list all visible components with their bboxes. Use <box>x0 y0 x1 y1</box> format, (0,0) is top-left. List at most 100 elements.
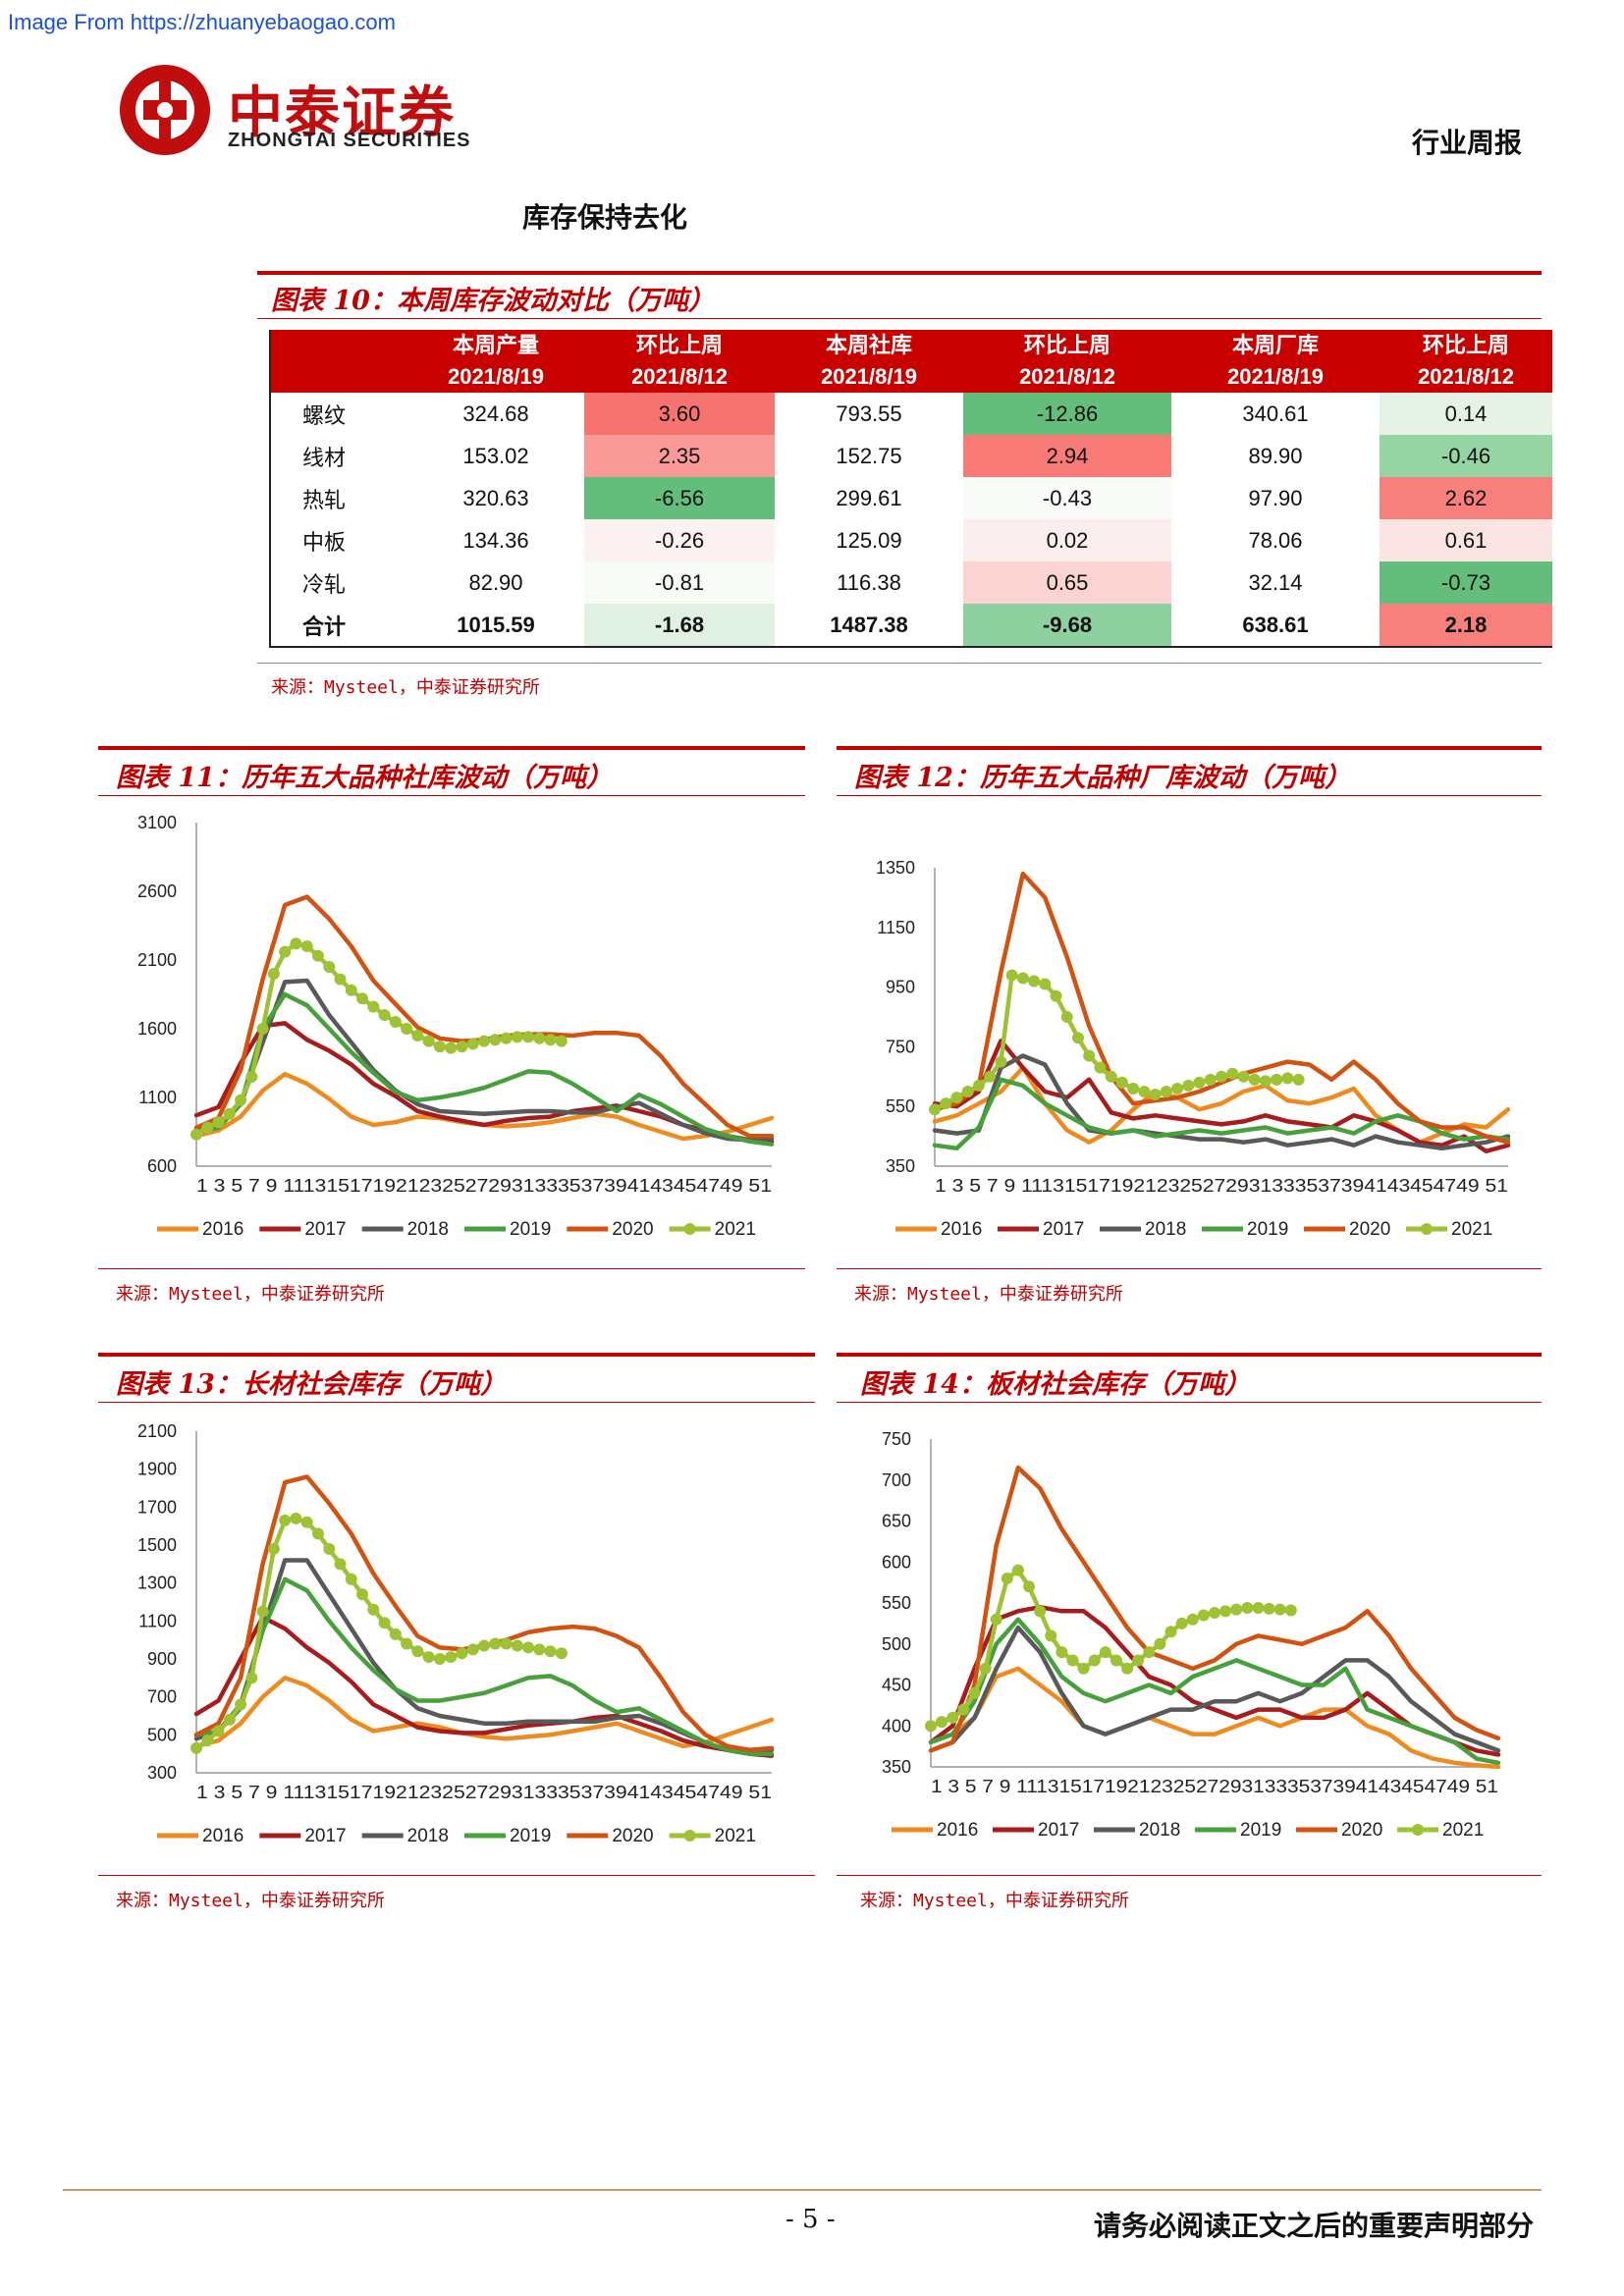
series-point-2021 <box>995 1055 1007 1068</box>
y-tick-label: 350 <box>886 1156 915 1176</box>
series-point-2021 <box>1094 1061 1107 1074</box>
legend-label: 2021 <box>715 1826 756 1846</box>
legend-label: 2019 <box>510 1826 551 1846</box>
table-cell: 153.02 <box>462 443 529 468</box>
series-point-2021 <box>201 1735 214 1747</box>
legend-label: 2019 <box>1240 1820 1281 1841</box>
table-header-row: 本周产量 2021/8/19 环比上周 2021/8/12 本周社库 2021/8/19 环… <box>270 330 1552 393</box>
x-tick-labels: 1 3 5 7 9 111315171921232527293133353739… <box>196 1783 772 1802</box>
legend-label: 2016 <box>941 1219 982 1240</box>
y-tick-label: 450 <box>882 1676 911 1695</box>
series-point-2021 <box>979 1662 992 1675</box>
report-type-label: 行业周报 <box>1411 127 1522 159</box>
series-point-2021 <box>1197 1609 1210 1622</box>
series-point-2021 <box>522 1031 535 1043</box>
legend-marker <box>683 1830 696 1842</box>
series-point-2021 <box>478 1035 490 1047</box>
table-cell: 2.94 <box>963 435 1171 477</box>
legend-label: 2020 <box>1341 1820 1382 1841</box>
chart-title: 图表 13：长材社会库存（万吨） <box>116 1369 507 1400</box>
y-tick-label: 750 <box>886 1037 915 1056</box>
header-label: 环比上周 <box>1422 333 1509 357</box>
series-point-2021 <box>533 1643 546 1656</box>
y-tick-label: 350 <box>882 1757 911 1777</box>
series-point-2021 <box>1138 1086 1151 1097</box>
table-cell: 0.14 <box>1380 393 1552 435</box>
series-point-2021 <box>1154 1637 1166 1650</box>
y-tick-label: 700 <box>882 1470 911 1490</box>
header-date: 2021/8/19 <box>821 364 917 389</box>
series-point-2021 <box>345 1573 357 1585</box>
table-cell: 340.61 <box>1242 400 1309 426</box>
series-point-2021 <box>925 1720 937 1733</box>
legend-label: 2016 <box>202 1219 244 1240</box>
table-cell: -0.73 <box>1380 561 1552 604</box>
table-cell: 299.61 <box>836 485 902 510</box>
table-cell: 3.60 <box>584 393 775 435</box>
series-point-2021 <box>422 1651 435 1664</box>
chart-area: 300 500 700 900 1100 1300 1500 1700 1900 2100 1 3 … <box>98 1408 815 1869</box>
legend-label: 2017 <box>304 1219 346 1240</box>
series-point-2021 <box>356 992 369 1005</box>
series-point-2021 <box>1023 1580 1036 1593</box>
chart-title-rule <box>98 1402 815 1403</box>
series-point-2021 <box>311 949 324 962</box>
series-point-2021 <box>990 1613 1002 1626</box>
chart-top-rule <box>98 1353 815 1357</box>
series-point-2021 <box>300 1516 313 1528</box>
series-point-2021 <box>950 1092 963 1104</box>
table-cell: 134.36 <box>462 527 529 553</box>
footer-rule <box>63 2189 1542 2191</box>
series-point-2021 <box>356 1588 369 1601</box>
series-line-2019 <box>928 1617 1501 1766</box>
chart-source: 来源：Mysteel，中泰证券研究所 <box>116 1891 385 1911</box>
table-header-cell: 环比上周 2021/8/12 <box>584 330 775 393</box>
header-label: 本周产量 <box>452 333 539 357</box>
chart-bottom-rule <box>98 1268 805 1269</box>
legend-label: 2019 <box>1247 1219 1288 1240</box>
series-point-2021 <box>367 1000 380 1013</box>
chart-bottom-rule <box>837 1875 1542 1876</box>
series-point-2021 <box>1241 1602 1254 1615</box>
table-cell: 1487.38 <box>830 612 908 637</box>
series-point-2021 <box>433 1041 446 1053</box>
table-cell: 320.63 <box>462 485 529 510</box>
series-point-2021 <box>1105 1070 1117 1083</box>
series-point-2021 <box>466 1038 479 1050</box>
y-tick-label: 2100 <box>137 1421 177 1441</box>
series-point-2021 <box>555 1647 568 1660</box>
header-label: 环比上周 <box>1023 333 1110 357</box>
table-cell: 793.55 <box>836 400 902 426</box>
y-tick-label: 500 <box>882 1634 911 1654</box>
series-point-2021 <box>456 1041 468 1053</box>
y-tick-label: 1600 <box>137 1019 177 1039</box>
table-cell: -0.81 <box>584 561 775 604</box>
table-cell: 2.62 <box>1380 477 1552 519</box>
table-header-cell: 本周社库 2021/8/19 <box>775 330 963 393</box>
figure-10-bottom-rule <box>257 663 1542 664</box>
series-point-2021 <box>1204 1073 1217 1086</box>
series-point-2021 <box>1248 1073 1261 1086</box>
series-point-2021 <box>1216 1070 1227 1083</box>
table-cell: 97.90 <box>1248 485 1303 510</box>
table-cell: -0.26 <box>584 519 775 561</box>
series-point-2021 <box>290 1512 302 1524</box>
series-line-2018 <box>193 978 775 1143</box>
table-cell: 0.02 <box>963 519 1171 561</box>
row-label: 线材 <box>302 446 347 471</box>
series-point-2021 <box>961 1086 974 1097</box>
series-point-2021 <box>290 937 302 950</box>
series-point-2021 <box>212 1725 225 1737</box>
chart-title-rule <box>837 795 1542 796</box>
legend-label: 2021 <box>1451 1219 1492 1240</box>
series-point-2021 <box>1045 1629 1057 1642</box>
series-point-2021 <box>1182 1079 1195 1092</box>
header-date: 2021/8/19 <box>1227 364 1324 389</box>
table-cell: 89.90 <box>1248 443 1303 468</box>
series-point-2021 <box>422 1035 435 1047</box>
inventory-table: 本周产量 2021/8/19 环比上周 2021/8/12 本周社库 2021/8/19 环… <box>269 330 1552 648</box>
legend-label: 2018 <box>407 1219 449 1240</box>
series-point-2021 <box>235 1698 247 1711</box>
header-date: 2021/8/12 <box>631 364 728 389</box>
line-chart: 600 1100 1600 2100 2600 3100 1 3 5 7 9 1113151… <box>137 813 775 1240</box>
